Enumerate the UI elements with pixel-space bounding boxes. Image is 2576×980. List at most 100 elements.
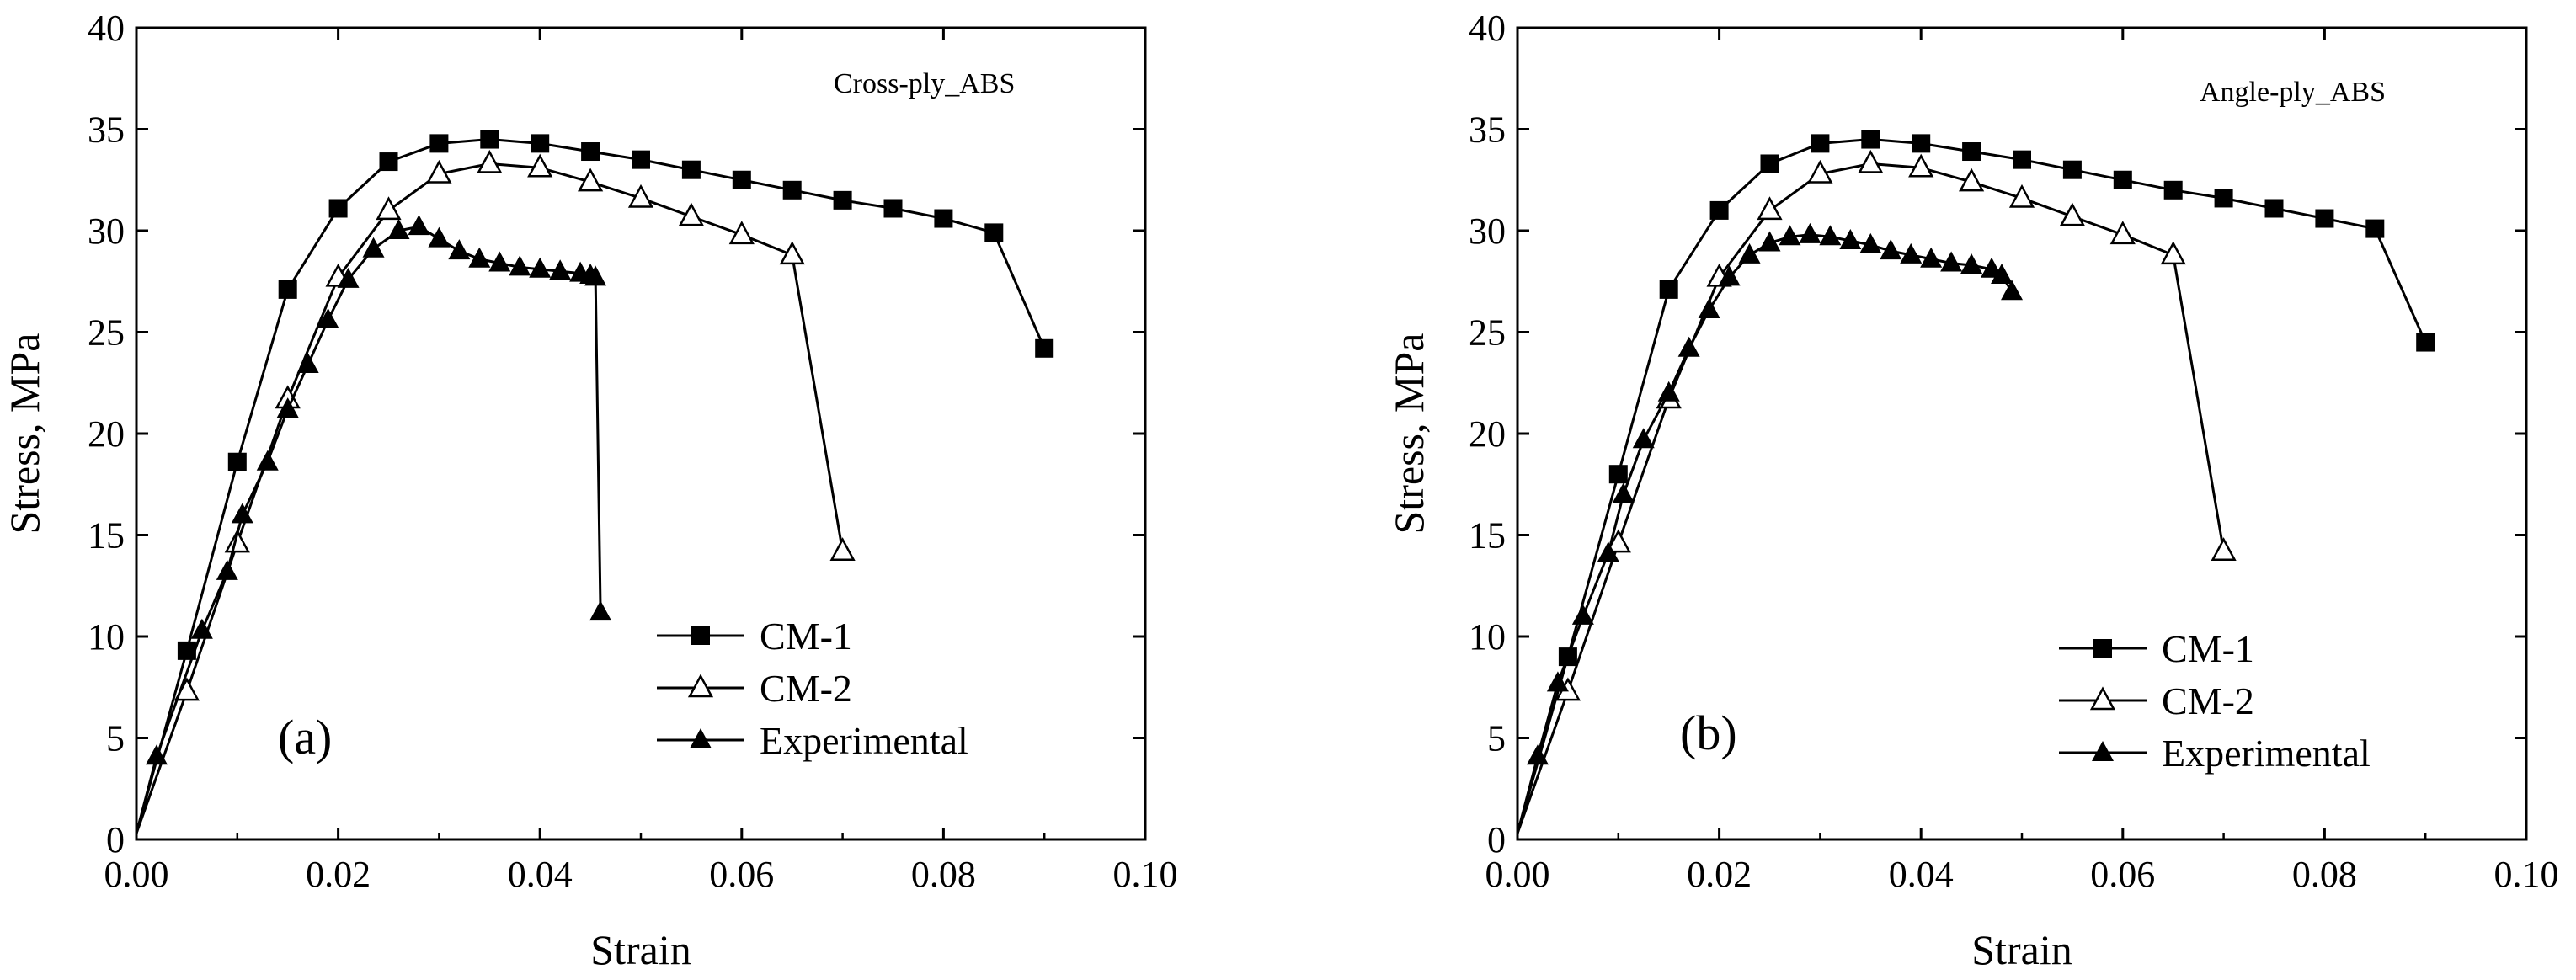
data-point: [1959, 168, 1985, 192]
data-point: [1657, 381, 1680, 402]
data-point: [728, 221, 755, 245]
data-point: [216, 559, 238, 580]
data-point: [362, 237, 385, 258]
x-tick-label: 0.00: [1485, 854, 1550, 895]
legend-item: CM-2: [657, 667, 852, 710]
legend-label: Experimental: [760, 719, 968, 762]
data-point: [448, 239, 471, 260]
plot-area-frame: [1516, 26, 2528, 841]
data-point: [779, 241, 805, 265]
chart-title: Angle-ply_ABS: [2200, 77, 2386, 108]
y-tick-label: 15: [1469, 515, 1506, 557]
data-point: [1738, 242, 1761, 264]
data-point: [1880, 239, 1902, 260]
legend-marker: [2089, 686, 2116, 711]
data-point: [2109, 221, 2136, 245]
legend-marker: [691, 626, 710, 645]
x-tick-label: 0.02: [306, 854, 371, 895]
panel-label: (a): [278, 710, 332, 764]
data-point: [1807, 159, 1833, 184]
data-point: [527, 153, 553, 178]
data-point: [276, 397, 299, 418]
data-point: [2113, 170, 2132, 189]
legend-label: CM-1: [760, 615, 852, 658]
data-point: [883, 199, 903, 218]
legend-item: Experimental: [2059, 732, 2371, 775]
y-tick-label: 40: [1469, 8, 1506, 49]
y-tick-label: 20: [1469, 413, 1506, 455]
y-tick-label: 5: [106, 718, 125, 759]
data-point: [2163, 180, 2183, 200]
data-point: [782, 180, 802, 200]
legend-item: CM-1: [657, 615, 852, 658]
x-axis-title: Strain: [1971, 926, 2072, 973]
data-point: [2062, 160, 2082, 179]
series-cm-2: [135, 149, 856, 834]
data-point: [1760, 154, 1779, 173]
data-point: [1811, 134, 1830, 153]
x-axis-title: Strain: [590, 926, 691, 973]
legend-label: Experimental: [2162, 732, 2371, 775]
data-point: [468, 247, 491, 268]
data-point: [529, 257, 552, 278]
y-tick-label: 30: [1469, 210, 1506, 252]
data-point: [317, 308, 339, 329]
data-point: [829, 537, 856, 562]
legend-item: CM-2: [2059, 679, 2254, 722]
data-point: [1659, 280, 1678, 299]
data-point: [1799, 222, 1821, 243]
data-point: [337, 267, 360, 288]
data-point: [509, 255, 531, 276]
data-point: [1526, 744, 1549, 765]
y-tick-label: 25: [88, 312, 125, 354]
data-point: [1960, 253, 1983, 274]
data-point: [190, 618, 213, 639]
data-point: [1779, 225, 1801, 246]
data-point: [477, 149, 503, 173]
y-tick-label: 0: [106, 819, 125, 860]
data-point: [1612, 482, 1635, 503]
data-point: [1597, 541, 1619, 562]
data-point: [256, 450, 279, 471]
data-point: [1677, 336, 1700, 357]
series-line: [135, 225, 602, 834]
data-point: [328, 199, 348, 218]
data-point: [379, 152, 398, 172]
y-tick-label: 30: [88, 210, 125, 252]
data-point: [2365, 219, 2385, 238]
legend-item: CM-1: [2059, 627, 2254, 670]
data-point: [1861, 130, 1880, 149]
x-tick-label: 0.06: [709, 854, 774, 895]
x-tick-label: 0.04: [508, 854, 573, 895]
data-point: [1900, 242, 1923, 264]
data-point: [681, 160, 701, 179]
data-point: [231, 503, 253, 524]
legend-marker: [2092, 741, 2114, 761]
data-point: [2264, 199, 2284, 218]
data-point: [1632, 428, 1655, 449]
series-experimental: [1516, 222, 2024, 834]
data-point: [632, 150, 650, 169]
x-tick-label: 0.06: [2090, 854, 2155, 895]
legend-item: Experimental: [657, 719, 968, 762]
data-point: [2013, 150, 2031, 169]
data-point: [732, 170, 751, 189]
series-cm-1: [135, 130, 1054, 834]
y-tick-label: 10: [1469, 616, 1506, 658]
data-point: [549, 259, 572, 280]
data-point: [296, 353, 319, 374]
panel-b: 0.00 0.02 0.04 0.06 0.08 0.10 0 5 10 15 20 25 30 35 4…: [1385, 8, 2559, 973]
data-point: [1940, 251, 1963, 272]
y-ticks: 0 5 10 15 20 25 30 35 40: [88, 8, 1145, 860]
data-point: [387, 219, 410, 239]
data-point: [584, 265, 607, 286]
data-point: [2160, 241, 2186, 265]
data-point: [488, 251, 511, 272]
series-cm-1: [1516, 130, 2435, 834]
data-point: [1605, 529, 1631, 553]
data-point: [224, 529, 250, 553]
y-ticks: 0 5 10 15 20 25 30 35 40: [1469, 8, 2526, 860]
legend-marker: [2093, 639, 2112, 658]
panel-label: (b): [1680, 706, 1737, 760]
legend: CM-1 CM-2 Experimental: [657, 615, 968, 762]
